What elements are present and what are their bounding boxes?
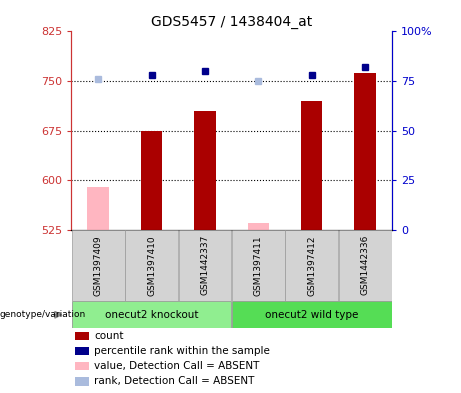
Bar [355, 73, 376, 230]
Bar [75, 347, 89, 355]
Text: GSM1397410: GSM1397410 [147, 235, 156, 296]
Text: GSM1442336: GSM1442336 [361, 235, 370, 296]
Bar [232, 301, 391, 328]
Bar [285, 230, 338, 301]
Text: onecut2 knockout: onecut2 knockout [105, 310, 198, 320]
Bar [178, 230, 231, 301]
Text: GSM1397409: GSM1397409 [94, 235, 103, 296]
Bar [75, 332, 89, 340]
Text: value, Detection Call = ABSENT: value, Detection Call = ABSENT [94, 361, 259, 371]
Bar [194, 111, 216, 230]
Bar [72, 230, 124, 301]
Text: percentile rank within the sample: percentile rank within the sample [94, 346, 270, 356]
Title: GDS5457 / 1438404_at: GDS5457 / 1438404_at [151, 15, 312, 29]
Bar [141, 131, 162, 230]
Text: GSM1442337: GSM1442337 [201, 235, 209, 296]
Bar [339, 230, 391, 301]
Bar [232, 230, 285, 301]
Bar [301, 101, 322, 230]
Bar [125, 230, 178, 301]
Text: genotype/variation: genotype/variation [0, 310, 86, 319]
Text: GSM1397411: GSM1397411 [254, 235, 263, 296]
Bar [72, 301, 231, 328]
Bar [248, 223, 269, 230]
Text: onecut2 wild type: onecut2 wild type [265, 310, 359, 320]
Text: rank, Detection Call = ABSENT: rank, Detection Call = ABSENT [94, 376, 254, 386]
Bar [75, 377, 89, 386]
Bar [88, 187, 109, 230]
Text: GSM1397412: GSM1397412 [307, 235, 316, 296]
Bar [75, 362, 89, 371]
Text: count: count [94, 331, 124, 341]
